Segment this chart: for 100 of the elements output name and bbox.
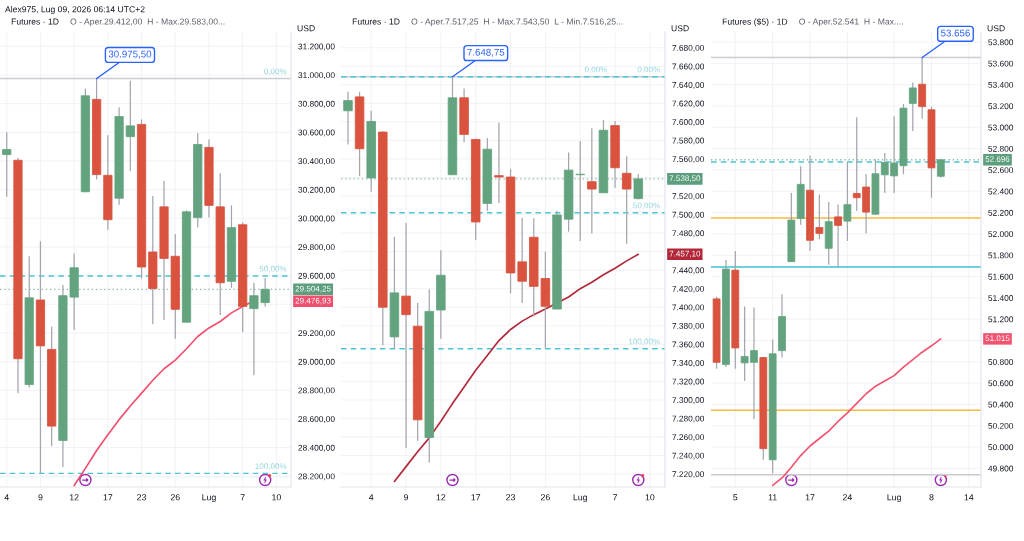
candlestick (621, 155, 632, 245)
chart-subtitle: O - Aper.7.517,25 H - Max.7.543,50 L - Min.7.516,25... (411, 18, 623, 27)
x-tick-label: 5 (733, 494, 738, 501)
candlestick (494, 122, 504, 204)
x-tick-label: 11 (768, 494, 777, 501)
chart-title: Futures ($5) · 1D (722, 18, 788, 27)
y-tick-label: 28.200,00 (298, 473, 335, 481)
y-tick-label: 50.600 (988, 380, 1014, 387)
y-tick-label: 31.200,00 (298, 43, 335, 51)
annotation: 7.457,10 (669, 250, 701, 258)
x-tick-label: 4 (4, 494, 9, 501)
x-tick-label: Lug (887, 494, 901, 503)
annotation: 0,00% (264, 68, 287, 76)
y-tick-label: 7.620,00 (672, 100, 705, 108)
y-tick-label: 7.320,00 (672, 378, 705, 386)
x-tick-label: 17 (103, 494, 113, 501)
y-tick-label: 53.600 (988, 60, 1014, 67)
y-tick-label: 29.800,00 (298, 244, 335, 252)
y-tick-label: 29.600,00 (298, 272, 335, 280)
y-tick-label: 7.480,00 (672, 230, 705, 238)
x-tick-label: 4 (368, 494, 374, 501)
y-tick-label: 7.520,00 (672, 193, 705, 201)
x-tick-label: Lug (573, 494, 587, 503)
chart-title: Futures · 1D (11, 18, 59, 25)
y-tick-label: 52.800 (988, 145, 1014, 152)
y-tick-label: 49.800 (988, 465, 1014, 472)
candlestick (918, 56, 927, 120)
y-tick-label: 7.300,00 (672, 397, 705, 404)
y-tick-label: 53.400 (988, 81, 1014, 88)
candlestick (2, 131, 12, 198)
y-tick-label: 29.000,00 (298, 358, 335, 366)
y-tick-label: 51.800 (988, 252, 1014, 259)
y-tick-label: 7.420,00 (672, 285, 705, 293)
x-tick-label: 10 (272, 494, 281, 501)
x-tick-label: 12 (436, 494, 446, 501)
y-tick-label: 7.600,00 (672, 119, 705, 126)
y-tick-label: 28.400,00 (298, 444, 335, 452)
x-tick-label: Lug (202, 494, 216, 503)
text: 29.476,93 (295, 297, 331, 305)
y-tick-label: 7.380,00 (672, 322, 705, 330)
candlestick (517, 217, 527, 304)
x-tick-label: 7 (613, 494, 618, 501)
y-tick-label: 50.800 (988, 359, 1014, 365)
chart-title: Futures · 1D (352, 18, 400, 25)
y-tick-label: 53.000 (988, 124, 1014, 131)
y-tick-label: 50.200 (988, 422, 1014, 429)
x-tick-label: 8 (929, 494, 934, 501)
ref-line-label: 29.504,25 (295, 285, 331, 293)
y-axis-title: USD (297, 25, 315, 32)
candlestick (125, 80, 135, 172)
x-tick-label: 23 (137, 494, 147, 501)
y-tick-label: 7.360,00 (672, 341, 705, 349)
y-tick-label: 31.000,00 (298, 72, 335, 80)
y-tick-label: 30.600,00 (298, 129, 335, 137)
y-tick-label: 7.220,00 (672, 471, 705, 479)
annotation: 51.015 (985, 335, 1010, 342)
y-tick-label: 30.400,00 (298, 158, 335, 166)
y-tick-label: 7.400,00 (672, 304, 705, 312)
y-tick-label: 51.400 (988, 295, 1014, 301)
y-axis-title: USD (671, 25, 689, 32)
x-tick-label: 17 (471, 494, 481, 501)
y-tick-label: 7.500,00 (672, 211, 705, 219)
x-tick-label: 17 (805, 494, 815, 501)
y-tick-label: 30.200,00 (298, 186, 335, 194)
x-tick-label: 9 (38, 494, 43, 501)
y-tick-label: 30.000,00 (298, 215, 335, 223)
chart-subtitle: O - Aper.52.541 H - Max.... (799, 18, 903, 27)
text: 30.975,50 (108, 50, 152, 59)
y-tick-label: 7.260,00 (672, 434, 705, 442)
y-tick-label: 29.200,00 (298, 330, 335, 338)
y-tick-label: 52.200 (988, 209, 1014, 216)
x-tick-label: 23 (506, 494, 516, 501)
annotation: 100,00% (628, 338, 660, 346)
y-tick-label: 7.680,00 (672, 44, 705, 52)
candlestick (587, 127, 597, 235)
x-tick-label: 14 (964, 494, 974, 501)
x-tick-label: 12 (69, 494, 79, 501)
y-tick-label: 30.800,00 (298, 100, 335, 108)
annotation: 0,00% (584, 66, 608, 74)
line-series (771, 338, 942, 487)
ref-line-label: 7.538,50 (669, 175, 701, 182)
candlestick (633, 173, 644, 201)
text: Alex975, Lug 09, 2026 06:14 UTC+2 (5, 5, 145, 15)
x-tick-label: 10 (645, 494, 655, 501)
x-tick-label: 9 (404, 494, 409, 501)
x-tick-label: 26 (540, 494, 550, 501)
y-tick-label: 53.200 (988, 103, 1014, 110)
y-tick-label: 28.800,00 (298, 387, 335, 395)
annotation: 0,00% (637, 66, 660, 74)
annotation: 100,00% (255, 463, 287, 470)
ref-line-label: 52.696 (985, 156, 1010, 162)
y-tick-label: 51.600 (988, 273, 1014, 280)
y-tick-label: 7.280,00 (672, 415, 705, 423)
y-tick-label: 7.660,00 (672, 63, 705, 71)
candlestick (843, 161, 852, 242)
x-tick-label: 26 (170, 494, 180, 501)
y-tick-label: 7.240,00 (672, 452, 705, 460)
y-tick-label: 7.640,00 (672, 82, 705, 89)
text: 53.656 (941, 29, 970, 37)
y-tick-label: 7.560,00 (672, 156, 705, 164)
